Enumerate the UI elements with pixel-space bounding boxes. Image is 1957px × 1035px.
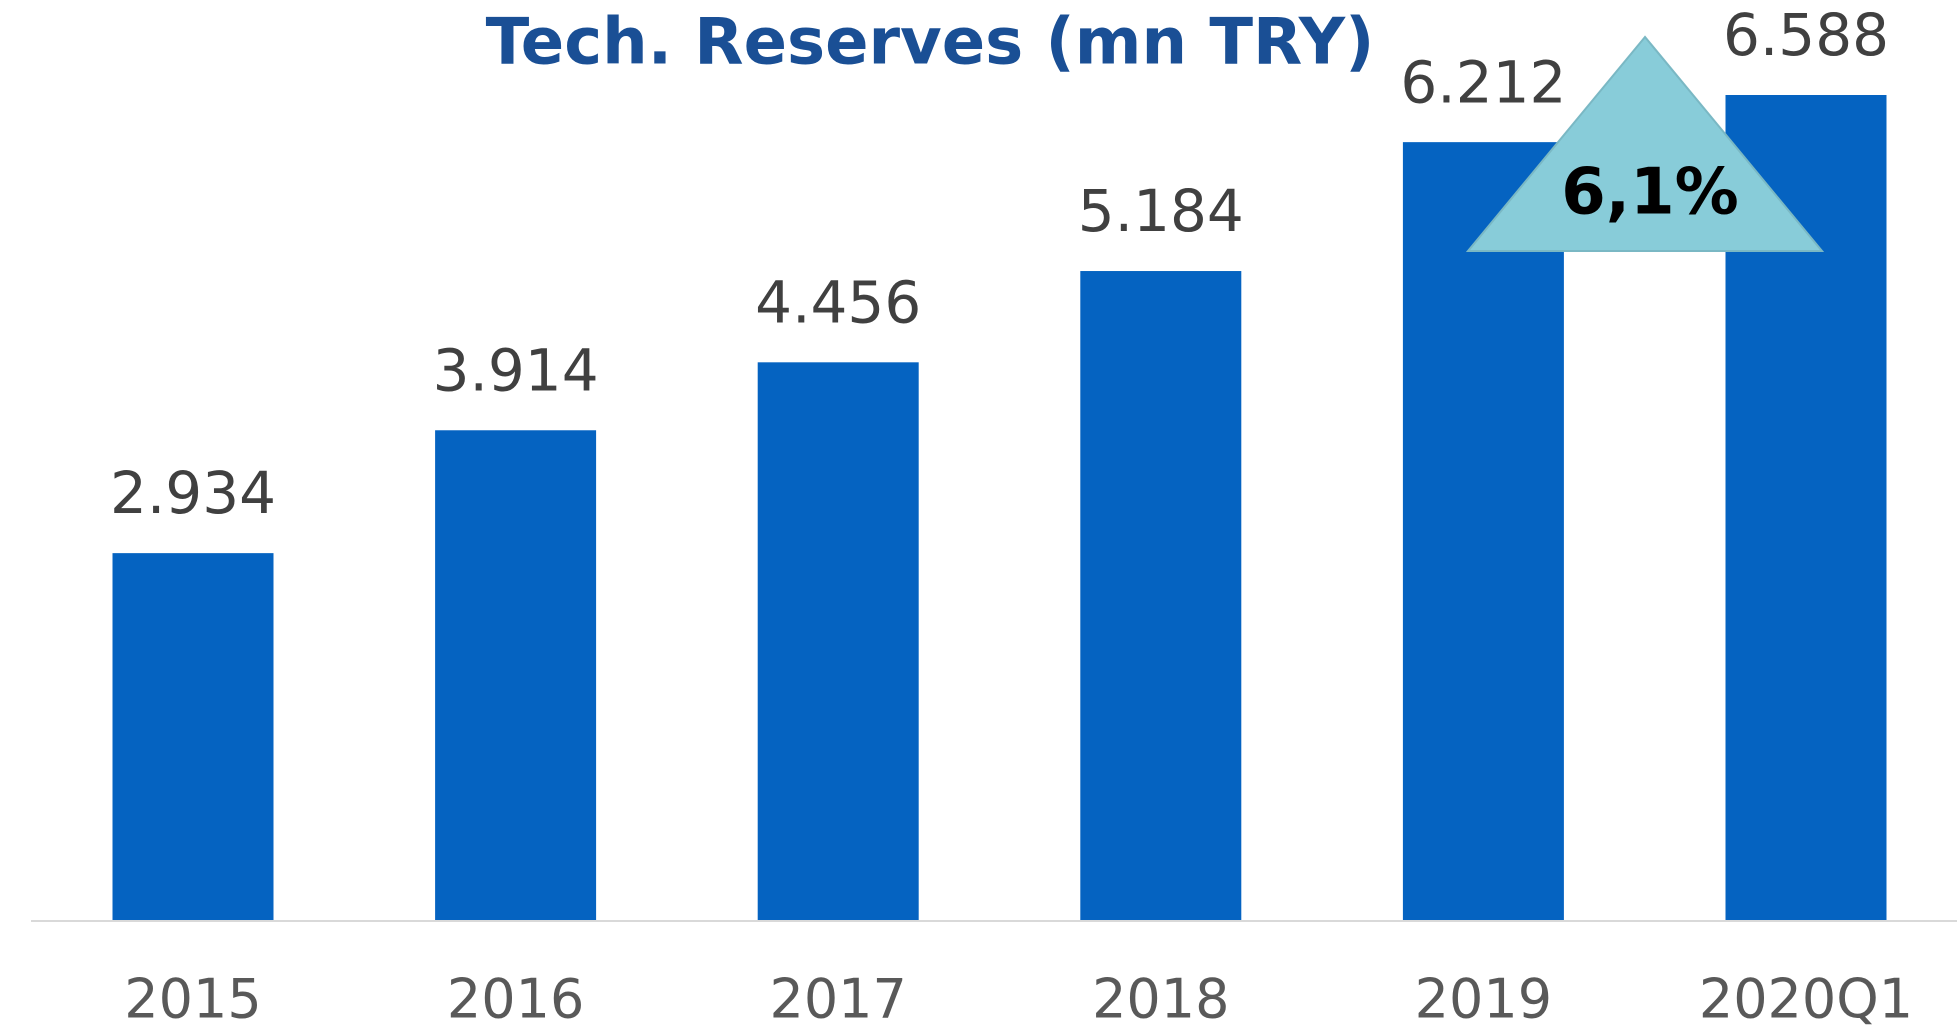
bar <box>112 553 274 921</box>
value-label: 3.914 <box>433 336 599 404</box>
value-label: 4.456 <box>755 268 921 336</box>
bar <box>1080 271 1242 921</box>
chart-title: Tech. Reserves (mn TRY) <box>486 6 1375 80</box>
value-label: 2.934 <box>110 459 276 527</box>
value-label: 6.588 <box>1723 1 1889 69</box>
x-tick-label: 2016 <box>447 968 584 1031</box>
growth-triangle <box>1465 35 1825 252</box>
x-tick-label: 2020Q1 <box>1699 968 1913 1031</box>
growth-label: 6,1% <box>1561 156 1739 230</box>
x-tick-label: 2015 <box>124 968 261 1031</box>
value-label: 5.184 <box>1078 177 1244 245</box>
bar <box>435 430 597 921</box>
bar <box>757 362 919 921</box>
x-tick-label: 2019 <box>1415 968 1552 1031</box>
value-label: 6.212 <box>1400 48 1566 116</box>
x-tick-label: 2018 <box>1092 968 1229 1031</box>
bar <box>1402 142 1564 921</box>
x-tick-label: 2017 <box>769 968 906 1031</box>
